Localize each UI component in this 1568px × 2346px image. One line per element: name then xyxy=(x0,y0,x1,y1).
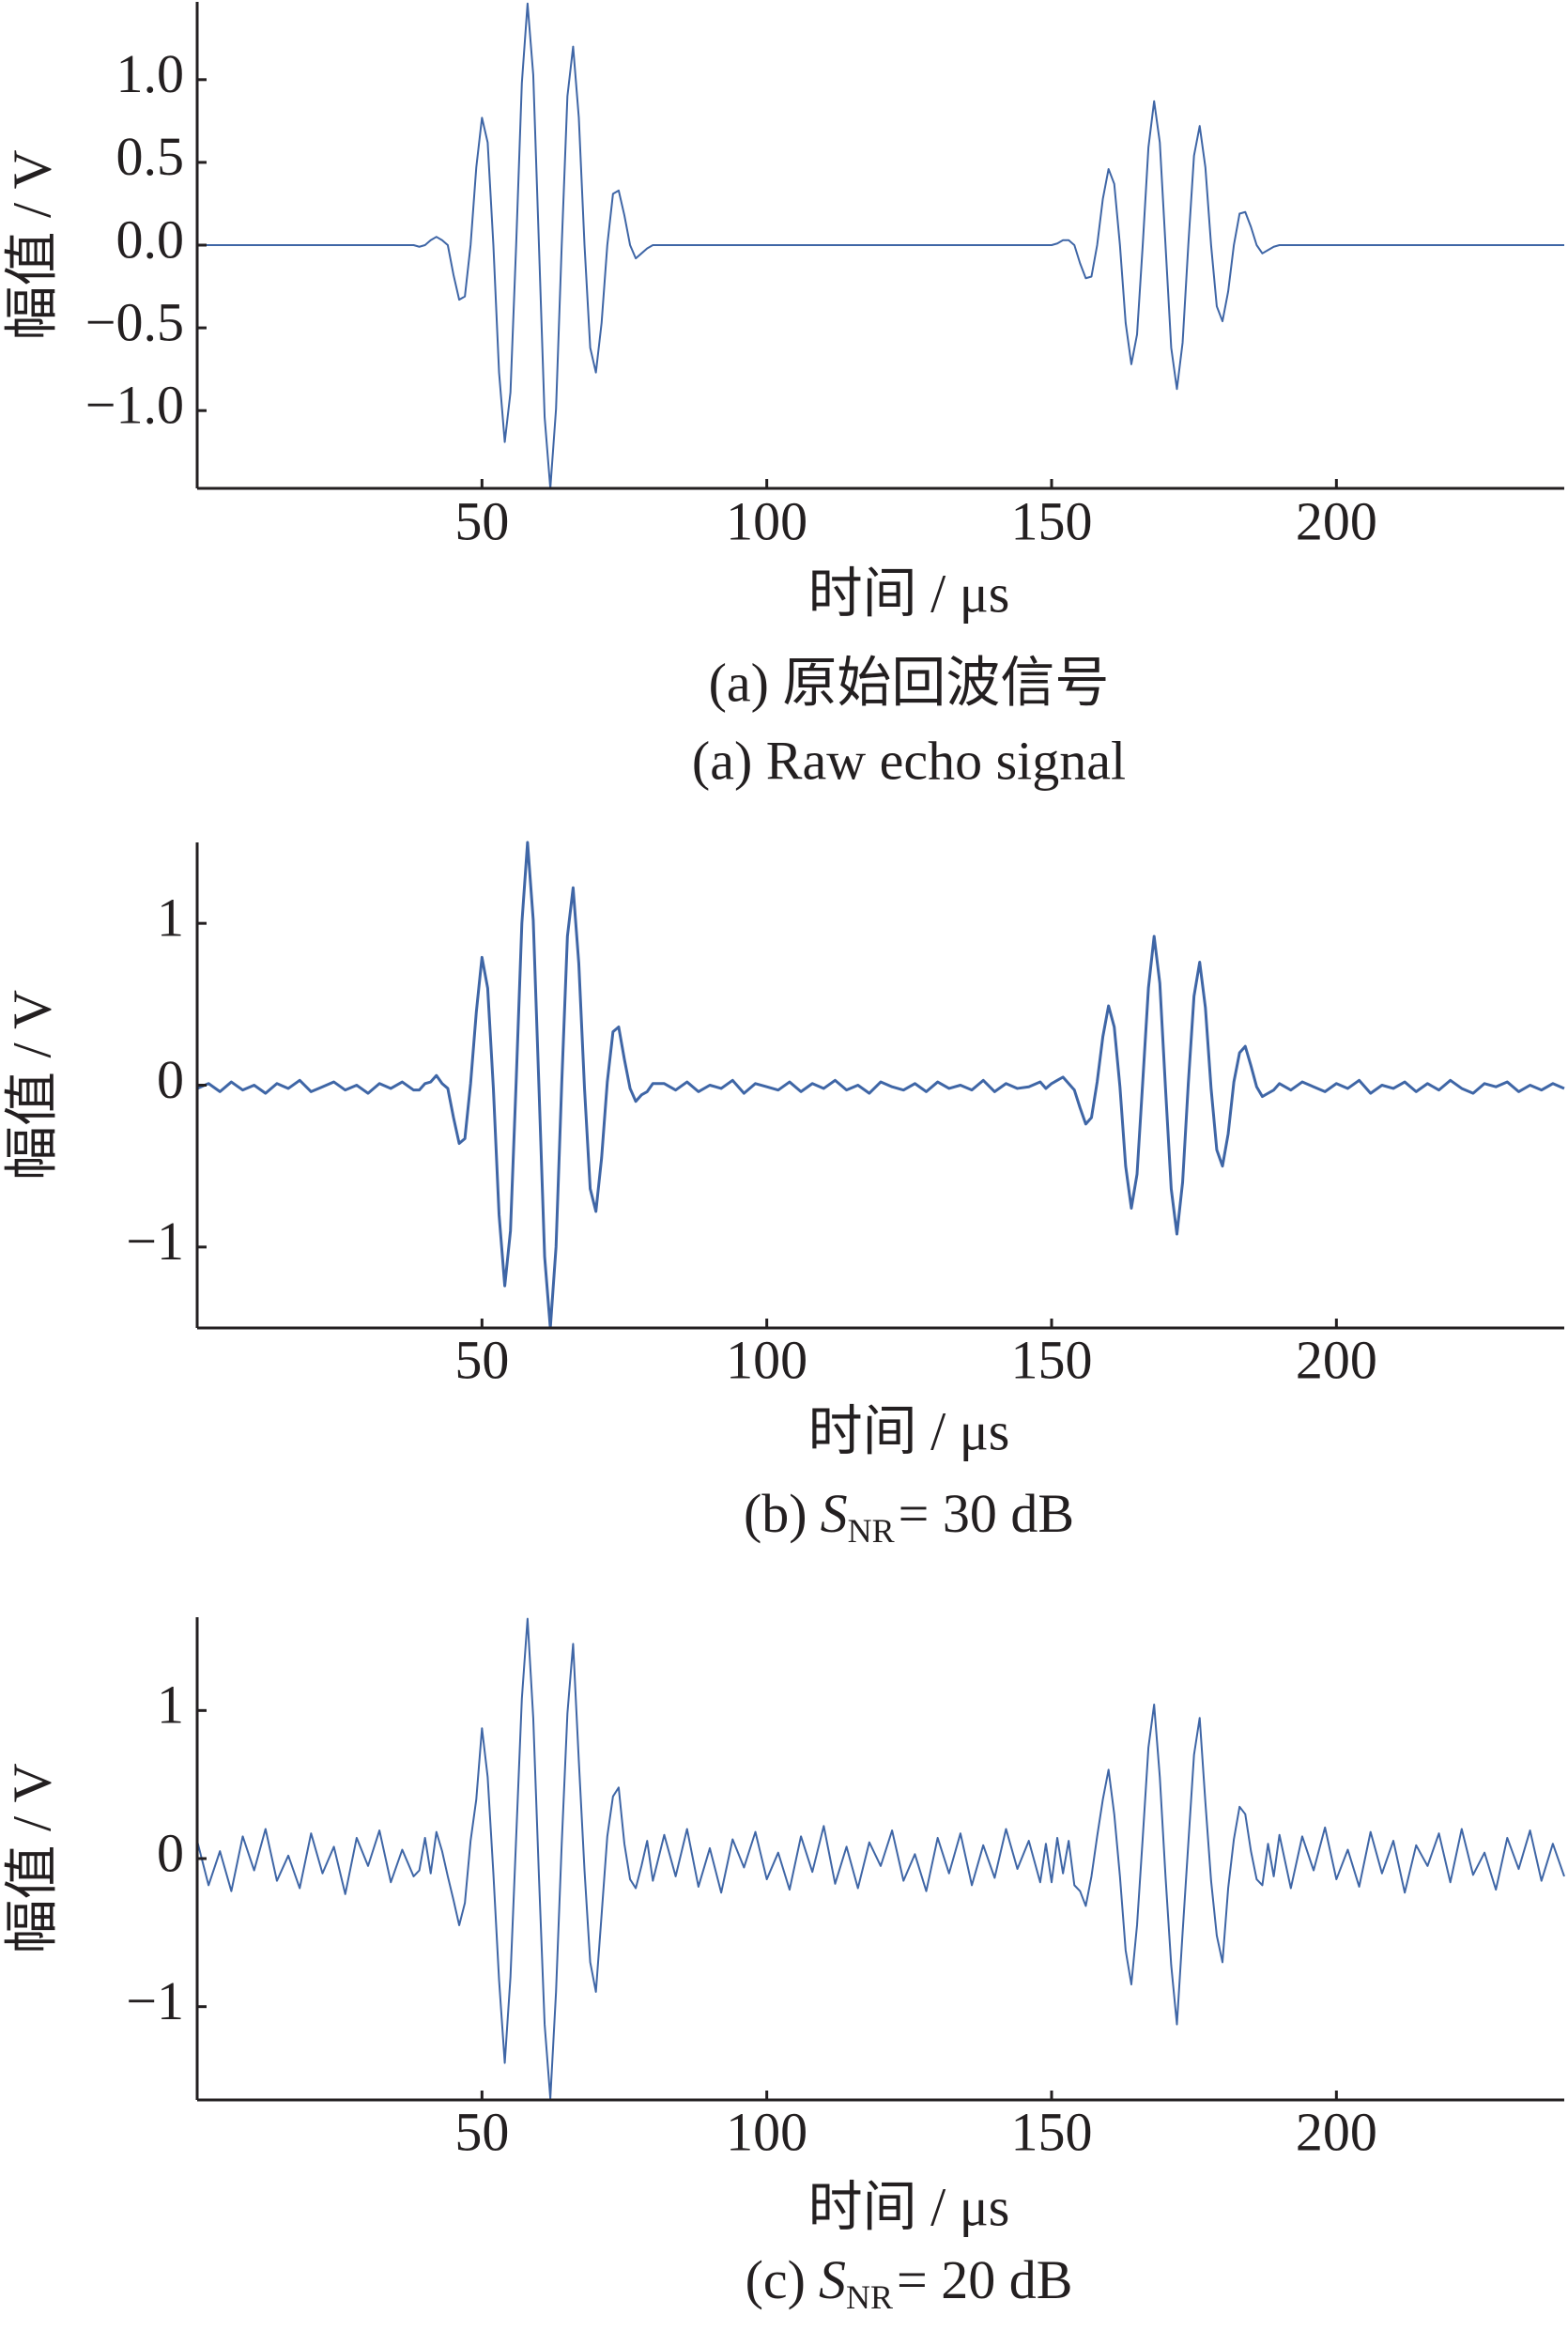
y-axis-label: 幅值 / V xyxy=(1,1763,62,1953)
y-tick-label: 0 xyxy=(157,1049,184,1110)
x-tick-label: 100 xyxy=(726,2101,807,2162)
y-tick-label: 1 xyxy=(157,887,184,948)
y-axis-label: 幅值 / V xyxy=(1,990,62,1181)
x-axis-label: 时间 / μs xyxy=(808,1400,1010,1461)
signal-line xyxy=(196,841,1565,1330)
y-tick-label: 1.0 xyxy=(116,43,185,104)
x-tick-label: 50 xyxy=(454,490,509,551)
caption: (c) SNR= 20 dB xyxy=(746,2249,1073,2316)
x-tick-label: 50 xyxy=(454,2101,509,2162)
y-tick-label: −1 xyxy=(126,1211,184,1272)
caption: (a) 原始回波信号 xyxy=(709,652,1110,713)
caption-subscript: NR xyxy=(846,2278,893,2316)
x-tick-label: 150 xyxy=(1011,490,1093,551)
y-tick-label: −1.0 xyxy=(85,375,184,436)
y-tick-label: 1 xyxy=(157,1675,184,1736)
y-tick-label: 0.5 xyxy=(116,126,185,187)
caption-prefix: (c) xyxy=(746,2249,806,2310)
caption: (b) SNR= 30 dB xyxy=(744,1483,1074,1550)
x-tick-label: 100 xyxy=(726,490,807,551)
y-tick-label: 0 xyxy=(157,1822,184,1883)
caption-prefix: (b) xyxy=(744,1483,807,1544)
x-axis-label: 时间 / μs xyxy=(808,2176,1010,2237)
x-tick-label: 200 xyxy=(1296,2101,1377,2162)
caption: (a) Raw echo signal xyxy=(692,730,1126,791)
signal-line xyxy=(196,1617,1565,2100)
y-tick-label: −1 xyxy=(126,1970,184,2031)
x-tick-label: 100 xyxy=(726,1329,807,1390)
y-tick-label: −0.5 xyxy=(85,291,184,352)
caption-symbol: S xyxy=(821,1483,848,1544)
x-tick-label: 200 xyxy=(1296,1329,1377,1390)
caption-suffix: = 30 dB xyxy=(899,1483,1074,1544)
y-axis-label: 幅值 / V xyxy=(1,149,62,340)
caption-suffix: = 20 dB xyxy=(897,2249,1072,2310)
x-tick-label: 150 xyxy=(1011,2101,1093,2162)
caption-symbol: S xyxy=(819,2249,846,2310)
y-tick-label: 0.0 xyxy=(116,208,185,270)
chart-panel: −1.0 −0.5 0.0 0.5 1.0 50 100 150 200 幅值 / V 时间 / μ… xyxy=(1,2,1564,791)
x-tick-label: 200 xyxy=(1296,490,1377,551)
x-axis-label: 时间 / μs xyxy=(808,563,1010,624)
x-tick-label: 50 xyxy=(454,1329,509,1390)
signal-line xyxy=(197,2,1564,489)
x-tick-label: 150 xyxy=(1011,1329,1093,1390)
caption-subscript: NR xyxy=(848,1512,895,1550)
